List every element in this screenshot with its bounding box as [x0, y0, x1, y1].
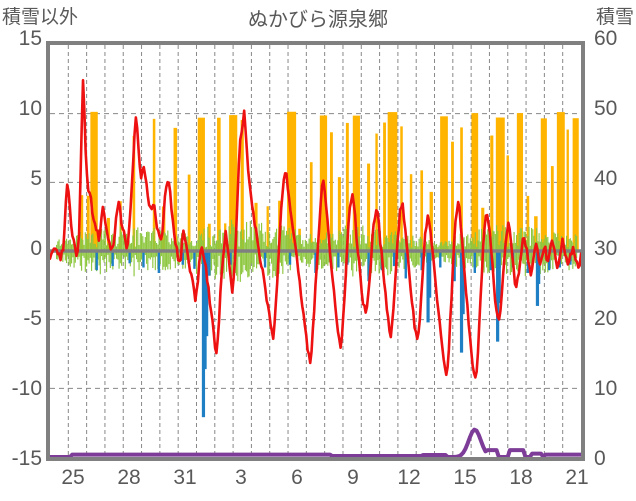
xtick-2: 31 — [173, 466, 197, 489]
chart-svg — [50, 45, 581, 457]
ytick-right-1: 50 — [594, 97, 618, 120]
xtick-7: 15 — [453, 466, 477, 489]
xtick-9: 21 — [565, 466, 589, 489]
ytick-right-3: 30 — [594, 237, 618, 260]
xtick-8: 18 — [509, 466, 533, 489]
xtick-6: 12 — [397, 466, 421, 489]
left-axis-title: 積雪以外 — [2, 7, 79, 28]
ytick-right-4: 20 — [594, 307, 618, 330]
ytick-left-4: -5 — [23, 307, 42, 330]
xtick-5: 9 — [347, 466, 359, 489]
plot-area — [46, 41, 585, 461]
page-title: ぬかびら源泉郷 — [248, 9, 388, 31]
xtick-1: 28 — [117, 466, 141, 489]
right-axis-title: 積雪 — [595, 7, 634, 28]
ytick-left-0: 15 — [18, 27, 42, 50]
ytick-left-5: -10 — [11, 377, 42, 400]
ytick-left-1: 10 — [18, 97, 42, 120]
ytick-right-0: 60 — [594, 27, 618, 50]
xtick-3: 3 — [235, 466, 247, 489]
xtick-4: 6 — [291, 466, 303, 489]
ytick-right-5: 10 — [594, 377, 618, 400]
ytick-right-2: 40 — [594, 167, 618, 190]
ytick-left-3: 0 — [30, 237, 42, 260]
ytick-left-2: 5 — [30, 167, 42, 190]
plot-canvas — [50, 45, 581, 457]
xtick-0: 25 — [61, 466, 85, 489]
ytick-right-6: 0 — [594, 447, 606, 470]
ytick-left-6: -15 — [11, 447, 42, 470]
